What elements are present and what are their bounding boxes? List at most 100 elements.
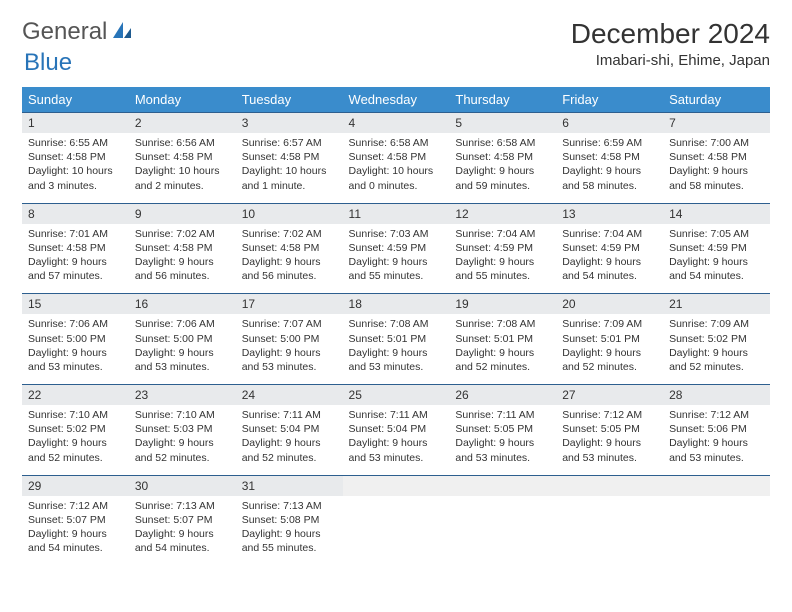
- date-cell: 19: [449, 294, 556, 315]
- sunset-text: Sunset: 4:58 PM: [242, 150, 337, 164]
- date-cell: 3: [236, 113, 343, 134]
- daylight-text-2: and 53 minutes.: [669, 451, 764, 465]
- title-block: December 2024 Imabari-shi, Ehime, Japan: [571, 18, 770, 69]
- sunrise-text: Sunrise: 7:09 AM: [669, 317, 764, 331]
- sunrise-text: Sunrise: 7:04 AM: [562, 227, 657, 241]
- day-label-mon: Monday: [129, 87, 236, 113]
- sunset-text: Sunset: 4:58 PM: [455, 150, 550, 164]
- sunrise-text: Sunrise: 7:12 AM: [669, 408, 764, 422]
- calendar-table: Sunday Monday Tuesday Wednesday Thursday…: [22, 87, 770, 565]
- daylight-text-2: and 55 minutes.: [242, 541, 337, 555]
- detail-cell: Sunrise: 7:06 AMSunset: 5:00 PMDaylight:…: [22, 314, 129, 384]
- daylight-text-2: and 1 minute.: [242, 179, 337, 193]
- logo-text-blue: Blue: [24, 49, 72, 76]
- day-label-tue: Tuesday: [236, 87, 343, 113]
- detail-cell: Sunrise: 7:01 AMSunset: 4:58 PMDaylight:…: [22, 224, 129, 294]
- detail-cell: Sunrise: 7:02 AMSunset: 4:58 PMDaylight:…: [129, 224, 236, 294]
- sunrise-text: Sunrise: 7:00 AM: [669, 136, 764, 150]
- daylight-text-1: Daylight: 9 hours: [669, 164, 764, 178]
- detail-cell: Sunrise: 7:09 AMSunset: 5:02 PMDaylight:…: [663, 314, 770, 384]
- date-row: 1234567: [22, 113, 770, 134]
- sunset-text: Sunset: 5:00 PM: [135, 332, 230, 346]
- date-cell: [663, 475, 770, 496]
- daylight-text-1: Daylight: 9 hours: [28, 436, 123, 450]
- detail-cell: Sunrise: 7:08 AMSunset: 5:01 PMDaylight:…: [449, 314, 556, 384]
- daylight-text-1: Daylight: 9 hours: [455, 436, 550, 450]
- daylight-text-2: and 53 minutes.: [242, 360, 337, 374]
- daylight-text-1: Daylight: 9 hours: [562, 436, 657, 450]
- detail-cell: Sunrise: 6:59 AMSunset: 4:58 PMDaylight:…: [556, 133, 663, 203]
- daylight-text-1: Daylight: 9 hours: [135, 346, 230, 360]
- detail-row: Sunrise: 7:01 AM Sunset: 4:58 PM Daylight:…: [22, 224, 770, 294]
- date-cell: 5: [449, 113, 556, 134]
- detail-cell: [663, 496, 770, 566]
- sunset-text: Sunset: 4:59 PM: [562, 241, 657, 255]
- sunrise-text: Sunrise: 6:56 AM: [135, 136, 230, 150]
- daylight-text-2: and 52 minutes.: [669, 360, 764, 374]
- sunset-text: Sunset: 5:08 PM: [242, 513, 337, 527]
- sunrise-text: Sunrise: 7:01 AM: [28, 227, 123, 241]
- sunrise-text: Sunrise: 7:10 AM: [28, 408, 123, 422]
- detail-cell: Sunrise: 7:12 AMSunset: 5:07 PMDaylight:…: [22, 496, 129, 566]
- sunrise-text: Sunrise: 7:11 AM: [242, 408, 337, 422]
- sunrise-text: Sunrise: 7:13 AM: [242, 499, 337, 513]
- daylight-text-1: Daylight: 9 hours: [242, 436, 337, 450]
- sunset-text: Sunset: 4:59 PM: [669, 241, 764, 255]
- sunset-text: Sunset: 4:58 PM: [135, 150, 230, 164]
- sunset-text: Sunset: 4:58 PM: [669, 150, 764, 164]
- date-row: 293031: [22, 475, 770, 496]
- logo-text-general: General: [22, 18, 107, 46]
- sunrise-text: Sunrise: 7:02 AM: [135, 227, 230, 241]
- sunset-text: Sunset: 5:05 PM: [562, 422, 657, 436]
- date-row: 22232425262728: [22, 385, 770, 406]
- daylight-text-1: Daylight: 9 hours: [669, 255, 764, 269]
- date-cell: 11: [343, 203, 450, 224]
- sunrise-text: Sunrise: 7:03 AM: [349, 227, 444, 241]
- sunset-text: Sunset: 5:00 PM: [242, 332, 337, 346]
- date-row: 891011121314: [22, 203, 770, 224]
- detail-cell: Sunrise: 7:11 AMSunset: 5:04 PMDaylight:…: [343, 405, 450, 475]
- detail-cell: Sunrise: 7:10 AMSunset: 5:03 PMDaylight:…: [129, 405, 236, 475]
- daylight-text-1: Daylight: 9 hours: [455, 164, 550, 178]
- date-cell: 18: [343, 294, 450, 315]
- daylight-text-2: and 55 minutes.: [455, 269, 550, 283]
- date-cell: 20: [556, 294, 663, 315]
- sunset-text: Sunset: 5:01 PM: [349, 332, 444, 346]
- sunset-text: Sunset: 5:02 PM: [669, 332, 764, 346]
- sunset-text: Sunset: 5:03 PM: [135, 422, 230, 436]
- sunrise-text: Sunrise: 7:05 AM: [669, 227, 764, 241]
- sunrise-text: Sunrise: 7:02 AM: [242, 227, 337, 241]
- sunrise-text: Sunrise: 7:08 AM: [349, 317, 444, 331]
- sunrise-text: Sunrise: 6:55 AM: [28, 136, 123, 150]
- date-cell: 23: [129, 385, 236, 406]
- daylight-text-2: and 54 minutes.: [28, 541, 123, 555]
- detail-cell: Sunrise: 6:58 AMSunset: 4:58 PMDaylight:…: [343, 133, 450, 203]
- daylight-text-1: Daylight: 9 hours: [242, 527, 337, 541]
- month-title: December 2024: [571, 18, 770, 50]
- daylight-text-1: Daylight: 10 hours: [349, 164, 444, 178]
- detail-row: Sunrise: 7:12 AMSunset: 5:07 PMDaylight:…: [22, 496, 770, 566]
- daylight-text-1: Daylight: 9 hours: [242, 255, 337, 269]
- date-cell: [449, 475, 556, 496]
- daylight-text-2: and 53 minutes.: [135, 360, 230, 374]
- daylight-text-1: Daylight: 10 hours: [135, 164, 230, 178]
- logo: General: [22, 18, 137, 46]
- daylight-text-1: Daylight: 9 hours: [28, 346, 123, 360]
- sunset-text: Sunset: 4:58 PM: [135, 241, 230, 255]
- date-cell: 13: [556, 203, 663, 224]
- daylight-text-2: and 3 minutes.: [28, 179, 123, 193]
- daylight-text-2: and 58 minutes.: [562, 179, 657, 193]
- date-cell: 16: [129, 294, 236, 315]
- detail-cell: Sunrise: 6:58 AMSunset: 4:58 PMDaylight:…: [449, 133, 556, 203]
- daylight-text-1: Daylight: 9 hours: [349, 346, 444, 360]
- daylight-text-1: Daylight: 9 hours: [562, 255, 657, 269]
- sunrise-text: Sunrise: 7:12 AM: [28, 499, 123, 513]
- sunrise-text: Sunrise: 6:58 AM: [455, 136, 550, 150]
- location-text: Imabari-shi, Ehime, Japan: [571, 52, 770, 69]
- daylight-text-1: Daylight: 9 hours: [135, 436, 230, 450]
- date-cell: 30: [129, 475, 236, 496]
- daylight-text-2: and 58 minutes.: [669, 179, 764, 193]
- date-cell: 7: [663, 113, 770, 134]
- daylight-text-1: Daylight: 9 hours: [28, 527, 123, 541]
- day-header-row: Sunday Monday Tuesday Wednesday Thursday…: [22, 87, 770, 113]
